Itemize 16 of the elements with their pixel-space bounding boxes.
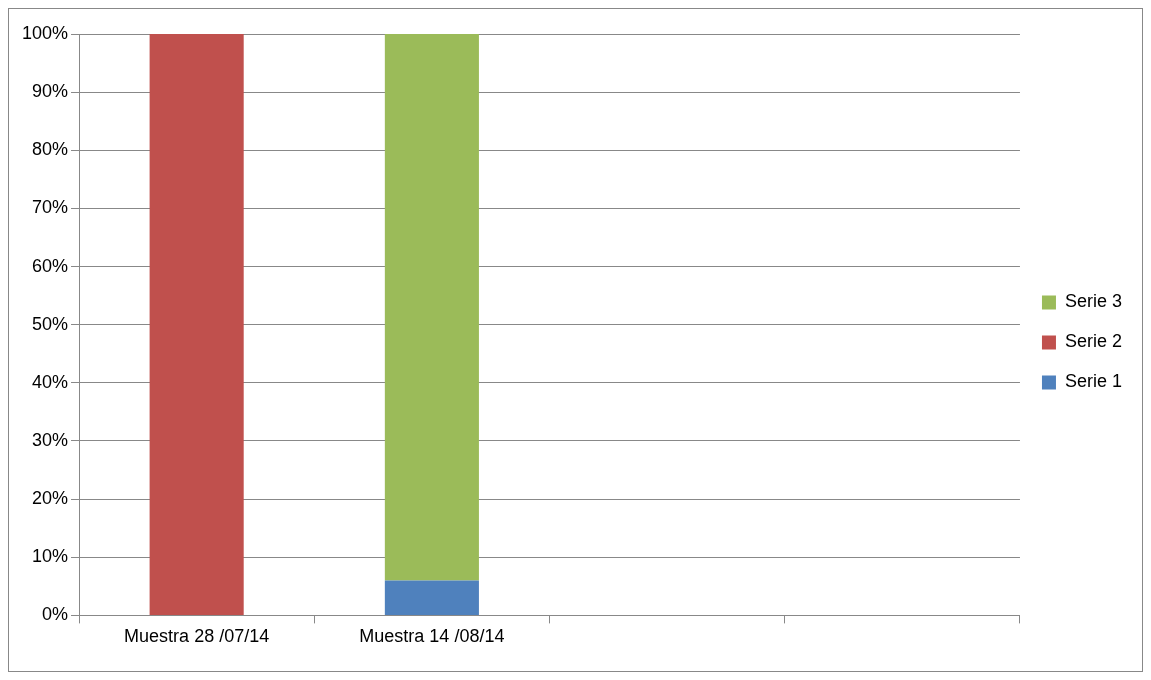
legend-label: Serie 3: [1064, 291, 1123, 312]
y-tick-label: 70%: [32, 197, 69, 218]
y-tick-label: 0%: [42, 604, 69, 625]
y-tick-label: 30%: [32, 429, 69, 450]
legend-label: Serie 2: [1064, 331, 1123, 352]
legend-label: Serie 1: [1064, 371, 1123, 392]
y-tick-label: 20%: [32, 488, 69, 509]
y-tick-label: 80%: [32, 139, 69, 160]
y-tick-label: 90%: [32, 81, 69, 102]
y-tick-label: 100%: [21, 22, 69, 43]
x-tick-label: Muestra 28 /07/14: [124, 626, 270, 647]
y-tick-label: 10%: [32, 546, 69, 567]
y-tick-label: 40%: [32, 371, 69, 392]
y-tick-label: 60%: [32, 255, 69, 276]
x-tick-label: Muestra 14 /08/14: [359, 626, 505, 647]
y-tick-label: 50%: [32, 313, 69, 334]
